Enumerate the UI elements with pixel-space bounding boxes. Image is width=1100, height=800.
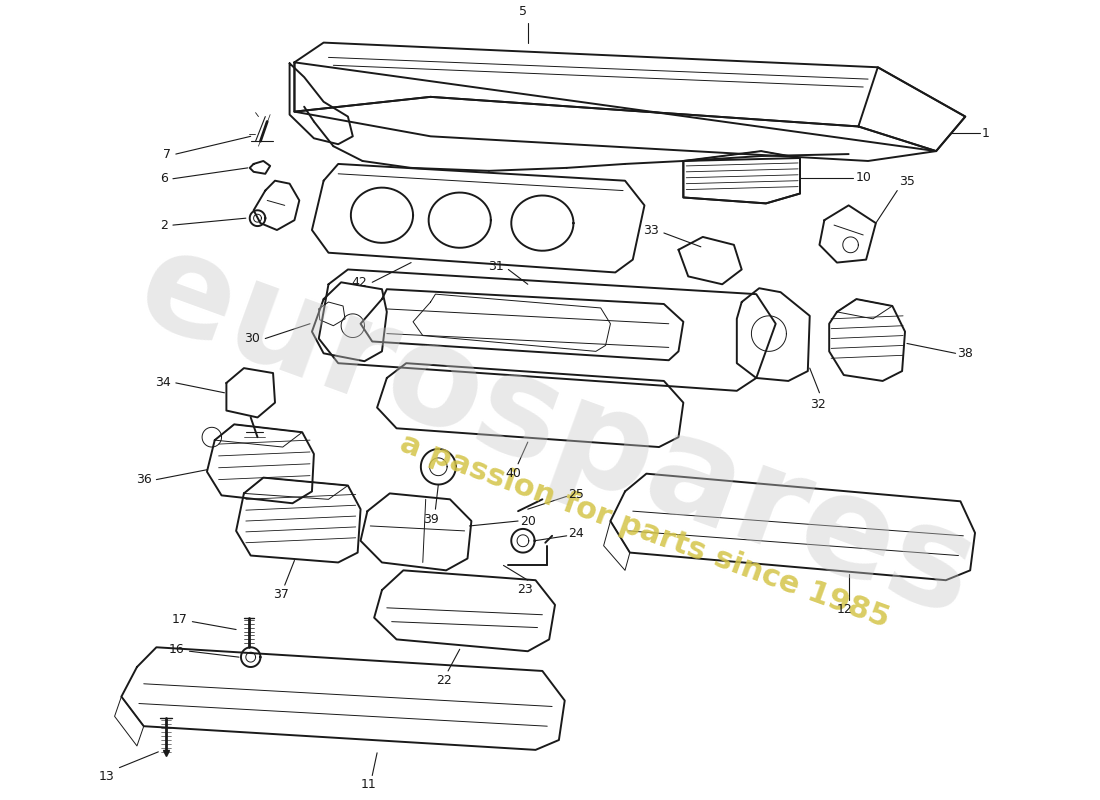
Text: 39: 39 bbox=[422, 513, 439, 526]
Text: 5: 5 bbox=[519, 5, 527, 18]
Text: 40: 40 bbox=[505, 466, 521, 480]
Text: 42: 42 bbox=[352, 276, 367, 289]
Text: 38: 38 bbox=[957, 347, 974, 360]
Text: 7: 7 bbox=[163, 147, 170, 161]
Text: 12: 12 bbox=[837, 603, 852, 616]
Text: a passion for parts since 1985: a passion for parts since 1985 bbox=[396, 429, 893, 634]
Text: 22: 22 bbox=[437, 674, 452, 687]
Text: 13: 13 bbox=[99, 770, 114, 782]
Text: 30: 30 bbox=[244, 332, 261, 345]
Text: 23: 23 bbox=[517, 583, 532, 596]
Text: 24: 24 bbox=[569, 527, 584, 540]
Text: 6: 6 bbox=[161, 172, 168, 186]
Text: 20: 20 bbox=[520, 514, 536, 527]
Text: 35: 35 bbox=[899, 174, 915, 188]
Text: 32: 32 bbox=[810, 398, 825, 410]
Text: 11: 11 bbox=[361, 778, 376, 791]
Text: 16: 16 bbox=[168, 642, 185, 656]
Text: 34: 34 bbox=[155, 377, 170, 390]
Text: 17: 17 bbox=[172, 613, 187, 626]
Text: 36: 36 bbox=[135, 473, 152, 486]
Text: 2: 2 bbox=[161, 218, 168, 231]
Text: 33: 33 bbox=[644, 223, 659, 237]
Text: 31: 31 bbox=[487, 260, 504, 273]
Text: eurospares: eurospares bbox=[121, 218, 992, 646]
Text: 25: 25 bbox=[569, 488, 584, 501]
Text: 10: 10 bbox=[856, 171, 871, 184]
Text: 1: 1 bbox=[982, 127, 990, 140]
Text: 37: 37 bbox=[273, 588, 289, 601]
